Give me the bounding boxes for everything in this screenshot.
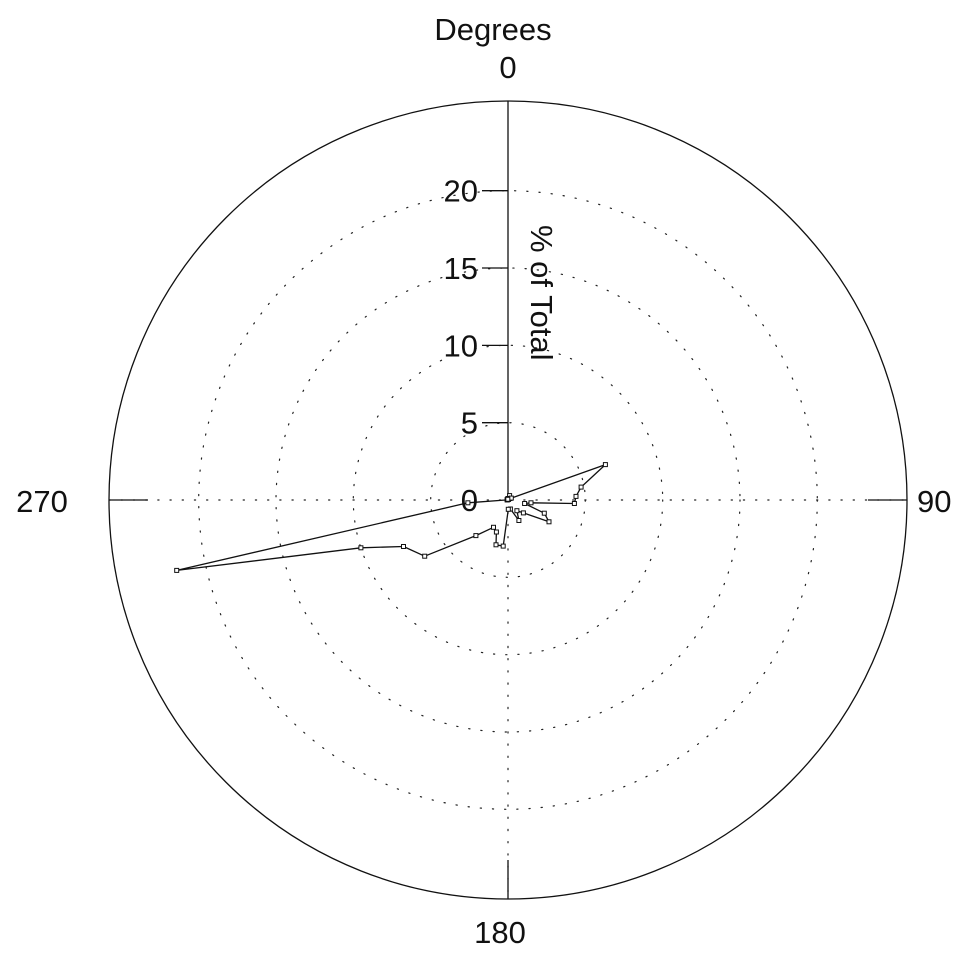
angle-label-180: 180 — [474, 915, 526, 950]
data-point-208 — [491, 524, 496, 530]
data-point-130 — [520, 510, 526, 516]
data-point-70 — [602, 462, 608, 468]
radial-tick-label-10: 10 — [444, 328, 478, 363]
radial-axis-title: % of Total — [524, 225, 559, 361]
data-point-222 — [473, 533, 479, 539]
radial-ticks: 05101520 — [444, 174, 508, 518]
angle-label-270: 270 — [16, 484, 68, 519]
data-point-345 — [505, 496, 511, 502]
series-line — [176, 463, 607, 572]
data-point-178 — [505, 506, 511, 512]
data-point-110 — [541, 510, 547, 516]
grid-ring-15 — [275, 267, 741, 733]
data-point-186 — [500, 543, 506, 549]
data-point-93 — [571, 501, 577, 506]
data-point-118 — [546, 519, 552, 525]
data-point-236 — [422, 553, 428, 559]
radial-tick-label-15: 15 — [444, 251, 478, 286]
data-point-140 — [514, 508, 520, 514]
data-point-200 — [493, 529, 499, 535]
data-point-258 — [174, 567, 180, 573]
data-point-80 — [578, 484, 584, 490]
angle-label-0: 0 — [499, 50, 516, 85]
data-point-266 — [465, 500, 471, 506]
angle-label-90: 90 — [917, 484, 951, 519]
grid — [108, 190, 908, 900]
data-point-252 — [358, 545, 364, 551]
radial-tick-label-20: 20 — [444, 174, 478, 209]
radial-tick-label-5: 5 — [461, 406, 478, 441]
data-point-195 — [493, 542, 499, 548]
data-point-246 — [401, 544, 406, 549]
data-point-97 — [528, 500, 534, 506]
data-point-102 — [522, 501, 528, 506]
data-series — [174, 462, 608, 573]
grid-ring-10 — [352, 344, 664, 656]
chart-title: Degrees — [434, 12, 551, 47]
data-point-87 — [573, 493, 579, 499]
data-point-152 — [516, 518, 522, 523]
